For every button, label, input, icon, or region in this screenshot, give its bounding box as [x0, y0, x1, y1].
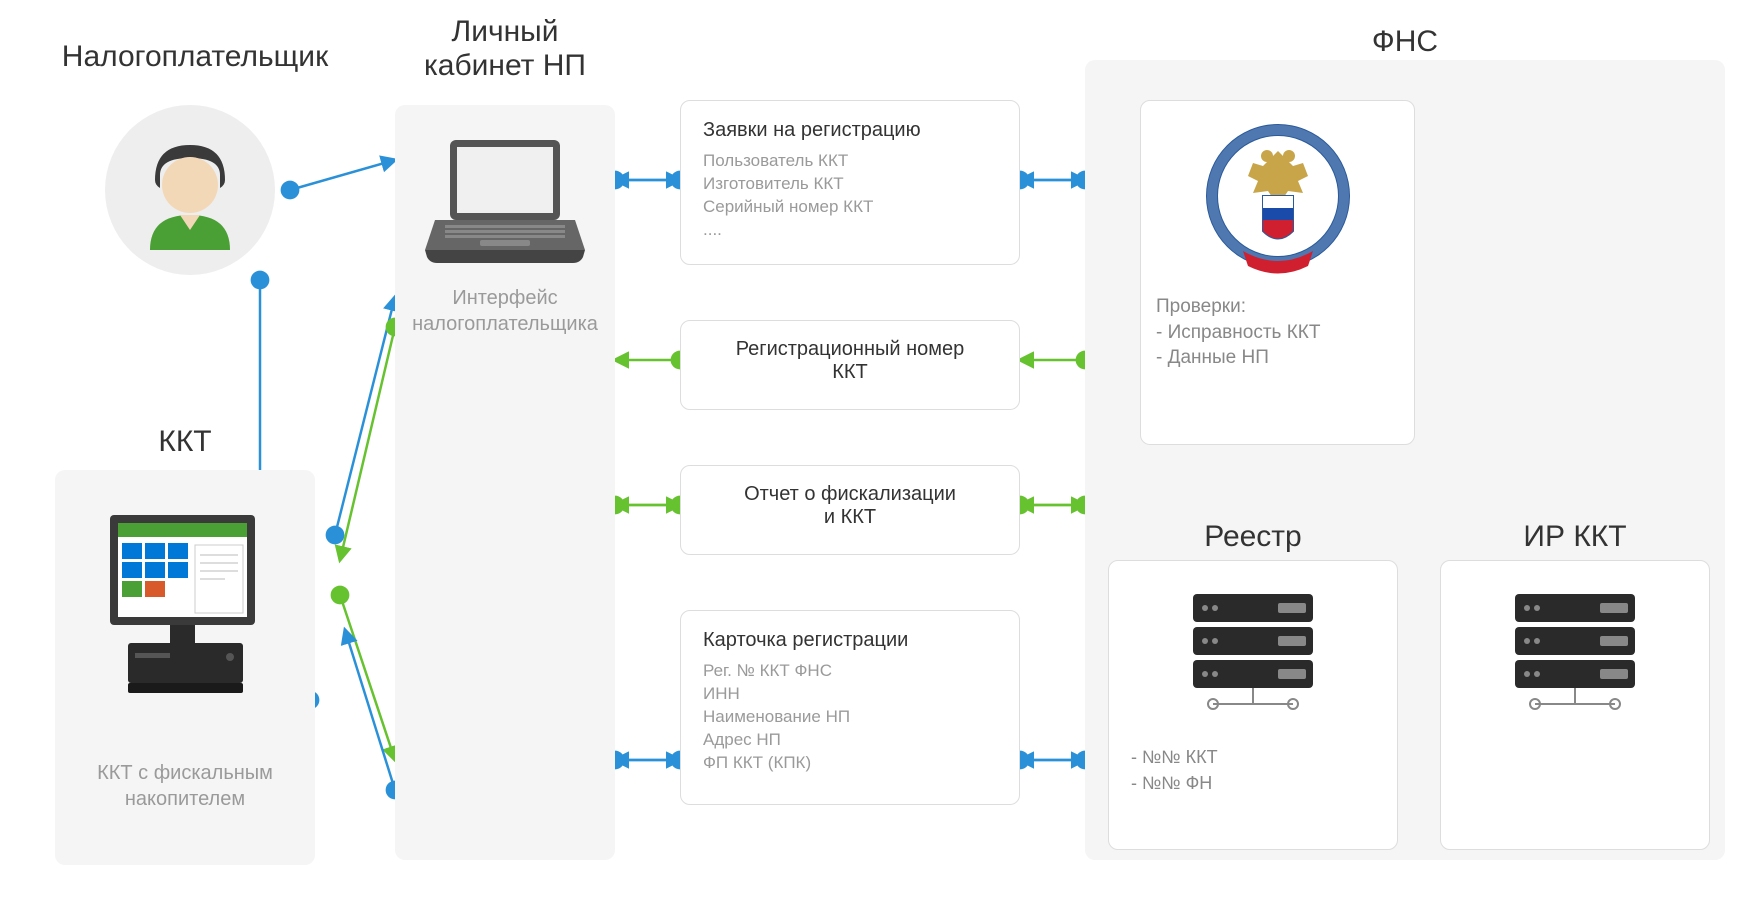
cabinet-panel: Интерфейс налогоплательщика: [395, 105, 615, 860]
flow-card-application: Заявки на регистрацию Пользователь ККТ Из…: [680, 100, 1020, 265]
fns-panel: Проверки: - Исправность ККТ - Данные НП …: [1085, 60, 1725, 860]
flow-card-fiscal_report: Отчет о фискализации и ККТ: [680, 465, 1020, 555]
fns-checks-lines: - Исправность ККТ - Данные НП: [1156, 320, 1399, 371]
flow-card-title: Отчет о фискализации и ККТ: [744, 483, 956, 529]
flow-card-lines: Пользователь ККТ Изготовитель ККТ Серийн…: [703, 150, 997, 242]
flow-card-title: Регистрационный номер ККТ: [736, 338, 965, 384]
flow-card-lines: Рег. № ККТ ФНС ИНН Наименование НП Адрес…: [703, 660, 997, 775]
flow-card-reg_card: Карточка регистрации Рег. № ККТ ФНС ИНН Н…: [680, 610, 1020, 805]
taxpayer-avatar: [105, 105, 275, 275]
registry-lines: - №№ ККТ - №№ ФН: [1131, 744, 1375, 796]
ir-kkt-card: [1440, 560, 1710, 850]
laptop-icon: [425, 135, 585, 270]
fns-title: ФНС: [1085, 25, 1725, 59]
registry-card: - №№ ККТ - №№ ФН: [1108, 560, 1398, 850]
flow-card-reg_number: Регистрационный номер ККТ: [680, 320, 1020, 410]
registry-title: Реестр: [1108, 520, 1398, 554]
server-icon: [1463, 589, 1687, 719]
fns-emblem-card: Проверки: - Исправность ККТ - Данные НП: [1140, 100, 1415, 445]
fns-emblem-icon: [1203, 121, 1353, 276]
kkt-title: ККТ: [55, 425, 315, 459]
fns-checks-label: Проверки:: [1156, 294, 1399, 320]
cabinet-caption: Интерфейс налогоплательщика: [395, 285, 615, 337]
ir-kkt-title: ИР ККТ: [1440, 520, 1710, 554]
cabinet-title: Личный кабинет НП: [395, 15, 615, 83]
kkt-panel: ККТ с фискальным накопителем: [55, 470, 315, 865]
flow-card-title: Заявки на регистрацию: [703, 119, 997, 142]
pos-terminal-icon: [100, 505, 275, 710]
taxpayer-title: Налогоплательщик: [40, 40, 350, 74]
kkt-caption: ККТ с фискальным накопителем: [55, 760, 315, 812]
user-icon: [135, 130, 245, 250]
flow-card-title: Карточка регистрации: [703, 629, 997, 652]
server-icon: [1131, 589, 1375, 719]
